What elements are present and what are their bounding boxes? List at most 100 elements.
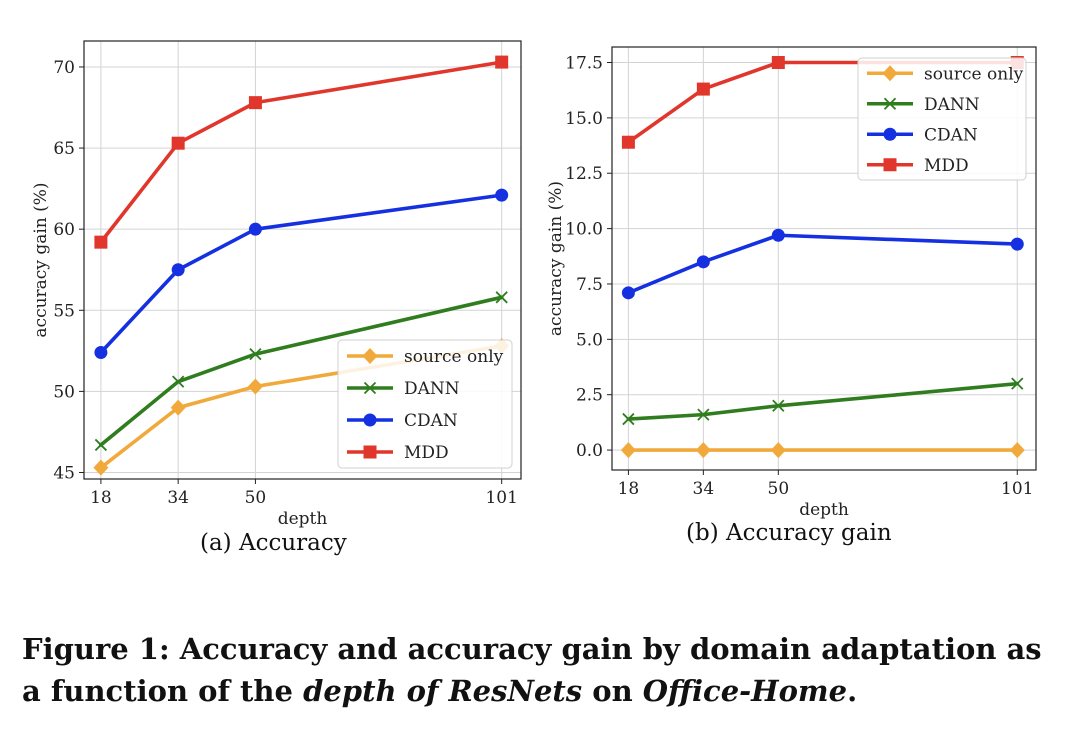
- series-dann-point: [772, 399, 785, 412]
- series-cdan-point: [1010, 237, 1024, 251]
- y-tick-label: 7.5: [576, 275, 603, 295]
- x-tick-label: 50: [245, 488, 267, 508]
- x-tick-label: 34: [693, 479, 715, 499]
- series-dann-line: [99, 295, 504, 447]
- series-dann-line: [626, 381, 1020, 421]
- series-mdd: [94, 55, 509, 249]
- y-axis-label: accuracy gain (%): [546, 181, 566, 336]
- series-mdd-line: [99, 60, 504, 244]
- series-dann: [622, 377, 1024, 426]
- legend-entry-cdan-marker: [883, 127, 897, 141]
- legend-entry-dann-marker: [883, 97, 897, 110]
- series-cdan-point: [696, 255, 710, 269]
- y-tick-label: 15.0: [565, 109, 603, 129]
- x-tick-label: 50: [768, 479, 790, 499]
- series-source-only-point: [1009, 442, 1025, 459]
- series-dann-point: [94, 438, 108, 452]
- caption-middle: on: [582, 674, 643, 708]
- series-mdd-point: [495, 55, 509, 69]
- series-cdan-point: [621, 286, 635, 300]
- legend-box: [337, 339, 513, 469]
- series-mdd-point: [771, 56, 785, 70]
- series-dann-point: [622, 412, 635, 426]
- y-tick-label: 45: [53, 464, 75, 484]
- series-cdan: [94, 188, 509, 359]
- legend: source only DANN CDAN MDD: [857, 57, 1027, 181]
- legend-entry-source-only-marker: [882, 65, 898, 82]
- plot-frame: [611, 46, 1037, 471]
- series-source-only-point: [620, 442, 636, 459]
- legend-entry-source-only-label: source only: [404, 347, 504, 367]
- x-tick-label: 101: [485, 488, 517, 508]
- series-cdan: [621, 228, 1024, 300]
- legend-entry-source-only-label: source only: [924, 64, 1024, 84]
- caption-emph-dataset: Office-Home: [642, 674, 848, 708]
- series-mdd-point: [94, 235, 108, 249]
- series-source-only-point: [695, 442, 711, 459]
- plot-frame: [83, 40, 522, 480]
- y-tick-label: 55: [53, 301, 75, 321]
- series-source-only-point: [93, 459, 109, 476]
- subcaption-b: (b) Accuracy gain: [686, 520, 892, 546]
- series-cdan-point: [171, 263, 185, 277]
- y-tick-label: 70: [53, 58, 75, 78]
- caption-emph-depth: depth of ResNets: [303, 674, 583, 708]
- y-tick-label: 0.0: [576, 441, 603, 461]
- series-source-only-point: [247, 378, 263, 395]
- series-source-only-point: [770, 442, 786, 459]
- legend: source only DANN CDAN MDD: [337, 339, 513, 469]
- y-tick-label: 65: [53, 139, 75, 159]
- series-cdan-line: [626, 233, 1020, 295]
- series-mdd-point: [621, 135, 635, 149]
- x-tick-label: 34: [167, 488, 189, 508]
- series-dann: [94, 291, 508, 452]
- legend-entry-mdd-label: MDD: [924, 156, 969, 176]
- legend-entry-mdd-marker: [363, 445, 377, 459]
- caption-prefix: Figure 1: Accuracy and accuracy gain by …: [22, 632, 1042, 708]
- legend-entry-source-only-marker: [362, 348, 378, 364]
- series-dann-point: [495, 291, 508, 304]
- series-dann-point: [249, 347, 262, 361]
- legend-entry-mdd-marker: [883, 158, 897, 172]
- y-tick-label: 50: [53, 382, 75, 402]
- chart-accuracy-gain: 18 34 50 101 0.0 2.5 5.0 7.5 10.0 12.5 15.0 17.5 dep…: [546, 46, 1037, 520]
- figure-charts: 18 34 50 101 45 50 55 60 65 70 depth accuracy gain …: [31, 40, 1037, 529]
- legend-box: [857, 57, 1027, 181]
- x-tick-label: 101: [1001, 479, 1033, 499]
- legend-entry-cdan-label: CDAN: [924, 125, 978, 145]
- x-tick-label: 18: [90, 488, 112, 508]
- series-cdan-point: [248, 222, 262, 236]
- legend-entry-cdan-marker: [363, 413, 377, 427]
- legend-entry-dann-marker: [363, 381, 377, 395]
- y-axis-label: accuracy gain (%): [31, 182, 51, 337]
- series-dann-point: [172, 375, 185, 388]
- series-mdd-point: [696, 82, 710, 96]
- figure-caption: Figure 1: Accuracy and accuracy gain by …: [22, 628, 1062, 712]
- series-source-only-point: [170, 399, 186, 416]
- x-tick-label: 18: [618, 479, 640, 499]
- series-dann-point: [697, 408, 710, 421]
- subcaption-a: (a) Accuracy: [200, 530, 347, 556]
- series-dann-point: [1011, 377, 1024, 390]
- y-tick-label: 17.5: [565, 54, 603, 74]
- y-tick-label: 5.0: [576, 330, 603, 350]
- legend-entry-dann-label: DANN: [924, 95, 980, 115]
- legend-entry-mdd-label: MDD: [404, 443, 449, 463]
- x-axis-label: depth: [278, 509, 328, 529]
- y-tick-label: 60: [53, 220, 75, 240]
- series-cdan-point: [771, 228, 785, 242]
- series-cdan-point: [495, 188, 509, 202]
- series-cdan-line: [99, 193, 504, 355]
- series-source-only: [620, 442, 1025, 459]
- y-tick-label: 10.0: [565, 220, 603, 240]
- series-cdan-point: [94, 345, 108, 359]
- series-mdd-point: [171, 136, 185, 150]
- x-axis-label: depth: [799, 500, 849, 520]
- series-mdd-point: [248, 96, 262, 110]
- caption-suffix: .: [847, 674, 858, 708]
- chart-accuracy: 18 34 50 101 45 50 55 60 65 70 depth accuracy gain …: [31, 40, 522, 529]
- y-tick-label: 2.5: [576, 386, 603, 406]
- y-tick-label: 12.5: [565, 164, 603, 184]
- legend-entry-cdan-label: CDAN: [404, 411, 458, 431]
- legend-entry-dann-label: DANN: [404, 379, 460, 399]
